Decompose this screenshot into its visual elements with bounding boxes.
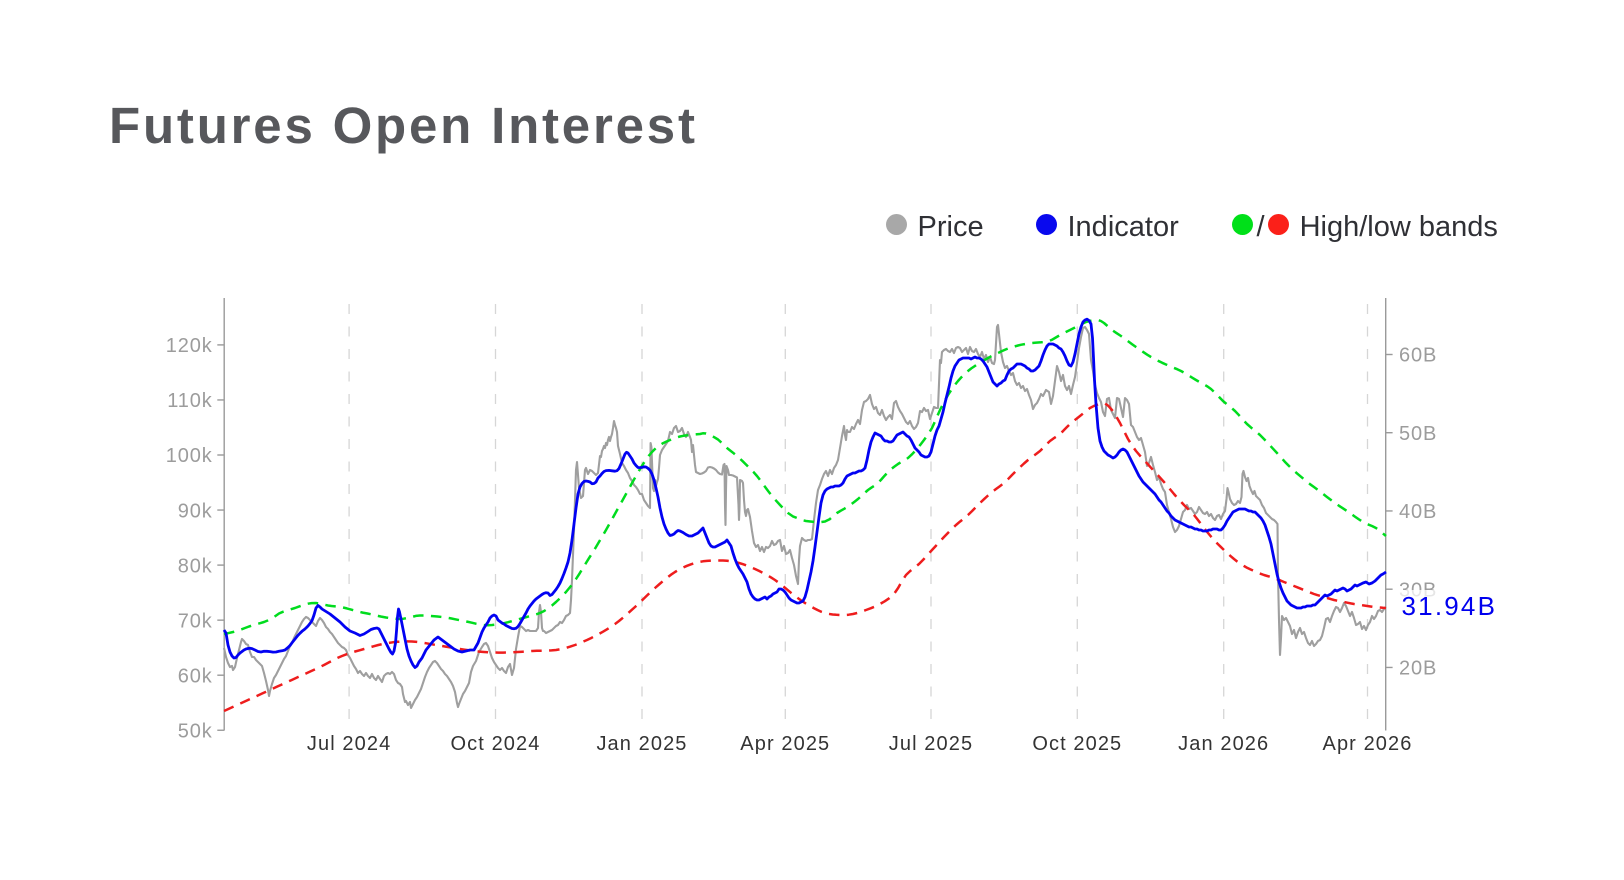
svg-text:60B: 60B xyxy=(1399,345,1437,367)
svg-text:Oct 2024: Oct 2024 xyxy=(451,733,541,755)
svg-text:Jan 2025: Jan 2025 xyxy=(596,733,687,755)
svg-text:40B: 40B xyxy=(1399,501,1437,523)
svg-text:120k: 120k xyxy=(166,335,213,357)
svg-text:60k: 60k xyxy=(178,665,213,687)
svg-text:70k: 70k xyxy=(178,610,213,632)
svg-text:90k: 90k xyxy=(178,500,213,522)
svg-text:80k: 80k xyxy=(178,555,213,577)
svg-text:Jul 2024: Jul 2024 xyxy=(307,733,391,755)
svg-text:Jul 2025: Jul 2025 xyxy=(889,733,973,755)
svg-text:100k: 100k xyxy=(166,445,213,467)
svg-text:31.94B: 31.94B xyxy=(1402,591,1498,621)
svg-text:Oct 2025: Oct 2025 xyxy=(1032,733,1122,755)
svg-text:Apr 2025: Apr 2025 xyxy=(740,733,830,755)
svg-text:Jan 2026: Jan 2026 xyxy=(1178,733,1269,755)
svg-text:110k: 110k xyxy=(167,390,213,412)
svg-text:20B: 20B xyxy=(1399,658,1437,680)
svg-text:Apr 2026: Apr 2026 xyxy=(1323,733,1413,755)
svg-text:50B: 50B xyxy=(1399,423,1437,445)
svg-text:50k: 50k xyxy=(178,720,213,742)
